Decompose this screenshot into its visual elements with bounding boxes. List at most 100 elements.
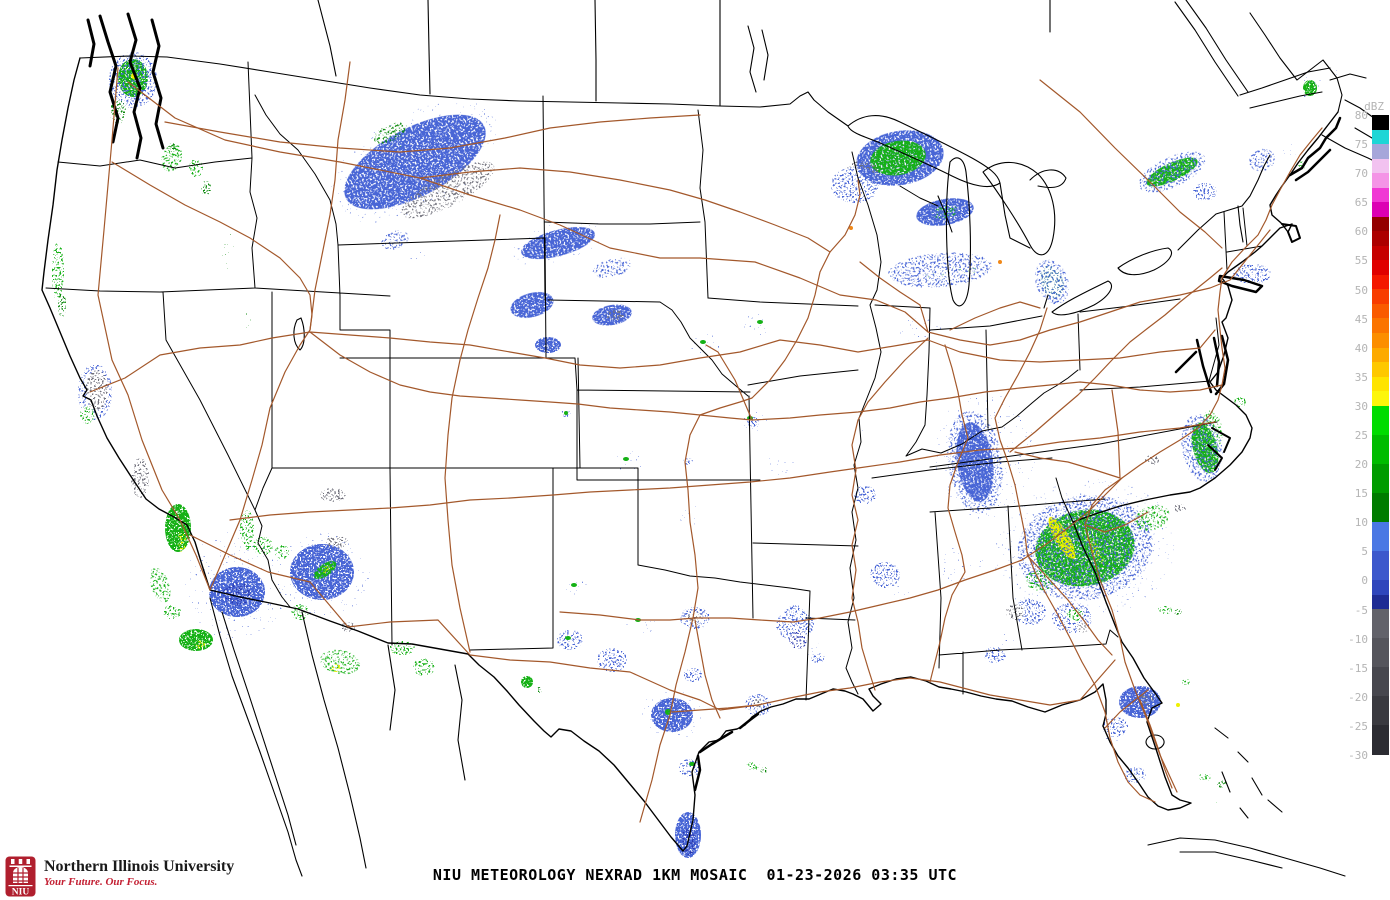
- echo-childress-green: [571, 583, 577, 587]
- radar-echo-layer: [52, 52, 1348, 858]
- echo-vtnh-blue2: [1279, 143, 1297, 157]
- echo-fl-sparse: [1090, 650, 1210, 790]
- colorbar-segment: [1372, 332, 1389, 348]
- echo-wtx-blob-2: [597, 648, 627, 672]
- echo-phx-yellow: [321, 564, 333, 574]
- dbz-colorbar: [1372, 115, 1389, 755]
- echo-desmoines-site: [743, 314, 771, 336]
- echo-vtnh-blue: [1249, 148, 1275, 172]
- echo-wy-blob-1: [381, 230, 409, 250]
- state-lines-west: [45, 61, 393, 646]
- echo-fl-green-se1: [1199, 773, 1211, 781]
- lake-winnipeg: [747, 25, 769, 93]
- colorbar-tick-65: 65: [1354, 196, 1368, 210]
- maine-border: [1249, 12, 1343, 113]
- colorbar-segment: [1372, 347, 1389, 363]
- niu-logo: NIU Northern Illinois University Your Fu…: [5, 856, 234, 897]
- basemap-boundaries: [41, 0, 1389, 877]
- echo-socal-green-1: [165, 504, 191, 552]
- colorbar-tick--10: -10: [1348, 632, 1368, 646]
- border-sault: [999, 182, 1031, 249]
- colorbar-segment: [1372, 551, 1389, 581]
- colorbar-tick-50: 50: [1354, 283, 1368, 297]
- echo-omaha-green: [700, 340, 706, 344]
- echo-gulf-green-1: [746, 762, 760, 770]
- echo-abilene-site: [626, 612, 656, 634]
- colorbar-tick-0: 0: [1361, 574, 1368, 588]
- province-lines: [317, 0, 1051, 107]
- colorbar-segment: [1372, 303, 1389, 319]
- colorbar-tick-10: 10: [1354, 516, 1368, 530]
- niu-logo-text: Northern Illinois University Your Future…: [44, 856, 234, 889]
- echo-ga-blue-s: [1014, 599, 1046, 625]
- colorbar-segment: [1372, 391, 1389, 406]
- echo-socal-green-4: [163, 605, 181, 619]
- colorbar-segment: [1372, 129, 1389, 145]
- echo-id-green-3: [168, 143, 176, 153]
- state-lines-midwest: [707, 151, 1079, 695]
- colorbar-tick-45: 45: [1354, 312, 1368, 326]
- echo-nc-gray-1: [1145, 455, 1159, 465]
- echo-wtx-blob-1: [557, 630, 583, 650]
- colorbar-tick-30: 30: [1354, 399, 1368, 413]
- echo-longisland-blue: [1233, 264, 1271, 284]
- chesapeake-detail: [1174, 334, 1230, 396]
- echo-plains-sparse: [520, 250, 660, 350]
- echo-goodland-green: [564, 411, 568, 415]
- echo-bham-sparse: [935, 547, 985, 583]
- echo-gulf-green-2: [760, 767, 768, 773]
- colorbar-tick--30: -30: [1348, 749, 1368, 762]
- echo-ontario-blue: [1035, 259, 1069, 305]
- echo-orange-dot-1: [998, 260, 1002, 264]
- colorbar-segment: [1372, 463, 1389, 493]
- pamlico-detail: [1207, 427, 1231, 471]
- lake-michigan: [937, 157, 971, 307]
- colorbar-segment: [1372, 289, 1389, 304]
- echo-id-green-1: [189, 159, 203, 177]
- lake-erie: [1043, 280, 1112, 316]
- colorbar-tick-75: 75: [1354, 138, 1368, 152]
- colorbar-segment: [1372, 667, 1389, 697]
- echo-socal-green-2: [149, 567, 171, 603]
- echo-wtx-green-dot: [565, 636, 571, 640]
- echo-mex-green-1: [320, 649, 360, 675]
- echo-fl-green-se2: [1217, 780, 1227, 788]
- us-coastline: [41, 57, 1339, 852]
- echo-satx-halo: [640, 689, 704, 741]
- cuba-outline: [1147, 837, 1346, 877]
- colorbar-tick--20: -20: [1348, 690, 1368, 704]
- echo-sega-gray: [1077, 623, 1089, 633]
- canada-border: [79, 55, 849, 127]
- niu-acronym: NIU: [12, 888, 30, 898]
- echo-corpus-green: [689, 762, 695, 766]
- echo-mi-band-2g: [920, 266, 980, 278]
- echo-memphis-blob: [854, 486, 876, 504]
- colorbar-tick-20: 20: [1354, 458, 1368, 472]
- colorbar-segment: [1372, 274, 1389, 290]
- colorbar-segment: [1372, 144, 1389, 159]
- echo-childress-site: [565, 578, 589, 598]
- colorbar-segment: [1372, 521, 1389, 552]
- puget-sound-detail: [86, 12, 165, 160]
- colorbar-segment: [1372, 318, 1389, 333]
- border-northeast: [1177, 154, 1271, 251]
- echo-nm-sparse: [330, 540, 510, 660]
- colorbar-tick--25: -25: [1348, 719, 1368, 733]
- colorbar-segment: [1372, 173, 1389, 188]
- colorbar-tick-40: 40: [1354, 341, 1368, 355]
- echo-gulfstates-sparse: [790, 585, 970, 675]
- echo-fl-green-se3: [1214, 797, 1222, 803]
- echo-nd-sparse: [510, 125, 690, 215]
- echo-superior-green: [870, 140, 926, 176]
- echo-sc-coast-green: [1134, 505, 1170, 531]
- echo-maine-blue: [1296, 75, 1324, 101]
- echo-az-gray-n: [320, 488, 346, 502]
- mexico-coast: [209, 597, 466, 877]
- colorbar-segment: [1372, 492, 1389, 522]
- lake-huron: [982, 161, 1067, 256]
- st-lawrence-river: [1174, 0, 1249, 97]
- colorbar-segment: [1372, 260, 1389, 275]
- echo-desmoines-green: [757, 320, 763, 324]
- colorbar-segment: [1372, 245, 1389, 261]
- echo-mobile-2: [998, 634, 1016, 648]
